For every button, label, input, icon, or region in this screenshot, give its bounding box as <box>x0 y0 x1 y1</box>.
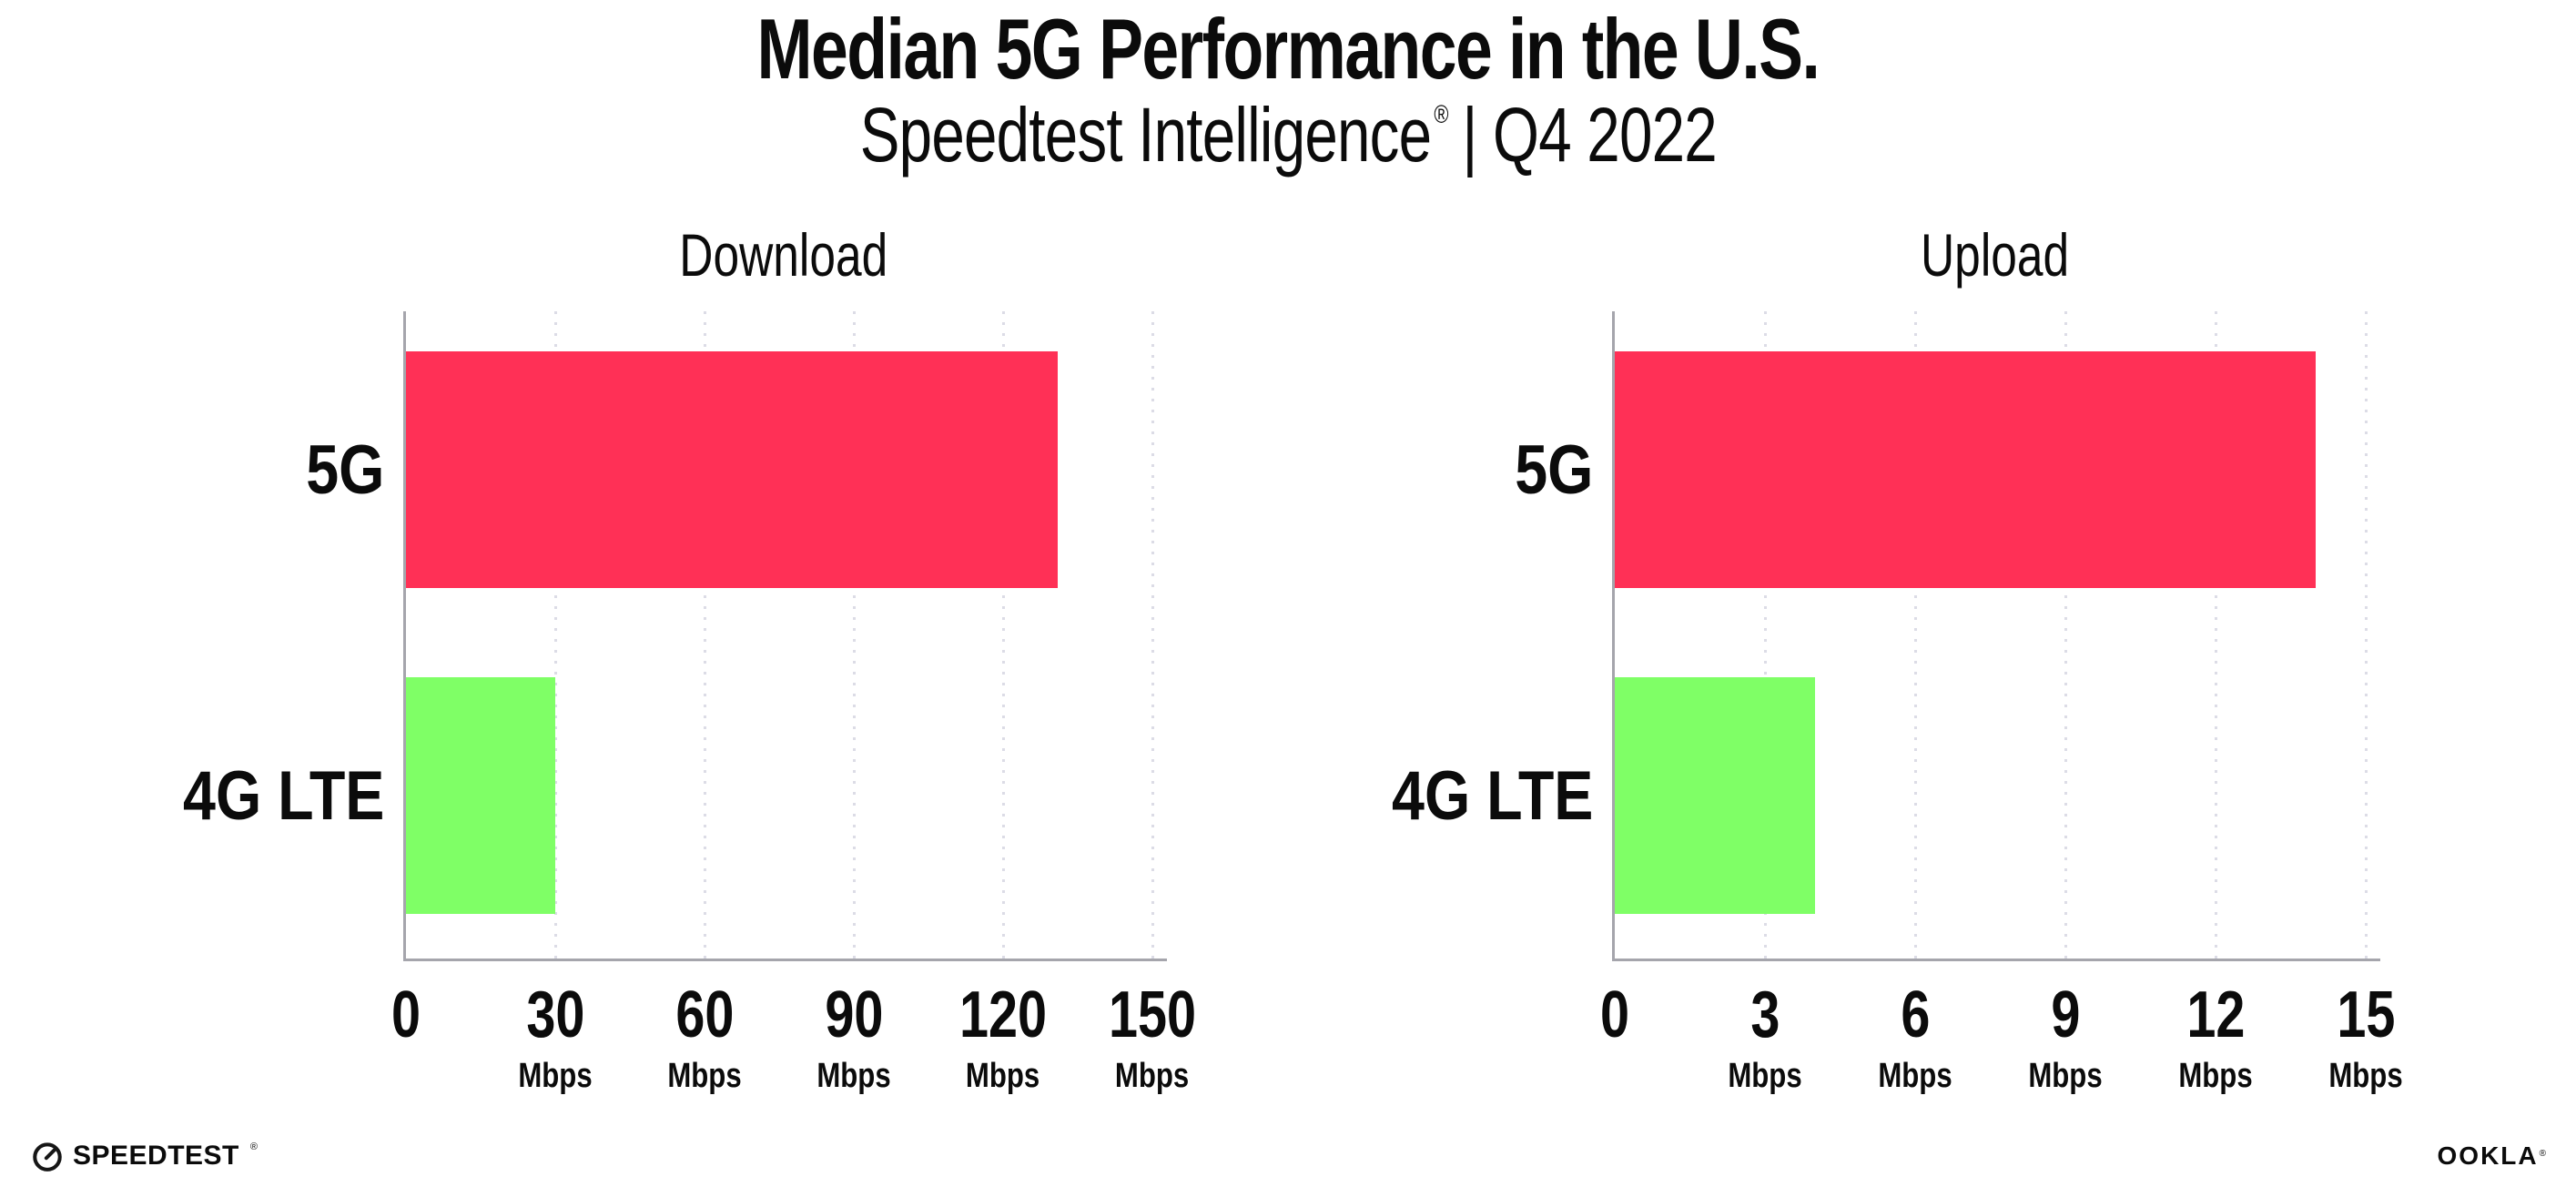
x-tick-value: 60 <box>674 979 735 1051</box>
category-label-5g: 5G <box>305 431 384 509</box>
chart-title-upload: Upload <box>1920 221 2070 289</box>
page-subtitle: Speedtest Intelligence ® | Q4 2022 <box>0 91 2576 179</box>
speedtest-registered-mark: ® <box>249 1141 258 1152</box>
page-title-text: Median 5G Performance in the U.S. <box>756 1 1820 96</box>
subtitle-period: | Q4 2022 <box>1462 92 1717 178</box>
gridline-download-150 <box>1151 311 1154 959</box>
category-label-5g: 5G <box>1514 431 1593 509</box>
ookla-registered-mark: ® <box>2539 1149 2548 1159</box>
gridline-download-60 <box>704 311 706 959</box>
speedtest-gauge-icon <box>33 1142 62 1172</box>
x-tick-value: 9 <box>2050 979 2081 1051</box>
speedtest-logo-text: SPEEDTEST <box>73 1141 239 1171</box>
x-tick-value: 150 <box>1108 979 1197 1051</box>
x-tick-upload-0: 0 <box>1597 982 1633 1048</box>
bar-4g-lte-download <box>406 677 555 914</box>
upload-chart-plot: 5G 4G LTE 0 3 Mbps 6 Mbps 9 Mbps 12 Mbps 15 Mbps <box>1392 311 2403 1093</box>
registered-mark: ® <box>1434 100 1448 128</box>
gridline-upload-3 <box>1764 311 1767 959</box>
x-tick-upload-9: 9 Mbps <box>2020 982 2110 1093</box>
x-tick-unit: Mbps <box>2178 1057 2253 1095</box>
x-tick-value: 90 <box>824 979 884 1051</box>
x-tick-unit: Mbps <box>1878 1057 1952 1095</box>
x-tick-download-0: 0 <box>388 982 424 1048</box>
subtitle-brand: Speedtest Intelligence <box>859 92 1431 178</box>
gridline-upload-9 <box>2064 311 2067 959</box>
x-tick-upload-15: 15 Mbps <box>2320 982 2410 1093</box>
gridline-upload-6 <box>1914 311 1917 959</box>
gridline-download-90 <box>853 311 856 959</box>
x-tick-download-90: 90 Mbps <box>808 982 898 1093</box>
x-tick-unit: Mbps <box>2028 1057 2103 1095</box>
gridline-upload-12 <box>2215 311 2217 959</box>
ookla-logo-text: OOKLA <box>2437 1141 2539 1170</box>
x-tick-value: 120 <box>958 979 1048 1051</box>
x-tick-value: 12 <box>2186 979 2246 1051</box>
bar-5g-upload <box>1615 351 2316 588</box>
download-chart-plot: 5G 4G LTE 0 30 Mbps 60 Mbps 90 Mbps 120 Mbps 150 Mbp… <box>183 311 1196 1093</box>
category-label-4g-lte: 4G LTE <box>182 756 384 835</box>
x-tick-unit: Mbps <box>816 1057 891 1095</box>
x-tick-unit: Mbps <box>518 1057 593 1095</box>
x-tick-download-120: 120 Mbps <box>948 982 1058 1093</box>
x-tick-upload-6: 6 Mbps <box>1870 982 1960 1093</box>
gridline-upload-15 <box>2365 311 2368 959</box>
x-tick-download-60: 60 Mbps <box>659 982 749 1093</box>
gridline-download-30 <box>554 311 557 959</box>
chart-title-download: Download <box>679 221 888 289</box>
x-tick-unit: Mbps <box>667 1057 742 1095</box>
x-tick-unit: Mbps <box>1728 1057 1802 1095</box>
x-tick-upload-12: 12 Mbps <box>2170 982 2260 1093</box>
x-tick-download-150: 150 Mbps <box>1098 982 1207 1093</box>
x-tick-value: 0 <box>390 979 421 1051</box>
x-tick-value: 3 <box>1749 979 1780 1051</box>
bar-5g-download <box>406 351 1059 588</box>
x-tick-upload-3: 3 Mbps <box>1719 982 1810 1093</box>
x-tick-unit: Mbps <box>2328 1057 2403 1095</box>
x-tick-download-30: 30 Mbps <box>510 982 600 1093</box>
speedtest-logo: SPEEDTEST ® <box>31 1138 258 1174</box>
x-tick-value: 15 <box>2336 979 2396 1051</box>
gridline-download-120 <box>1002 311 1005 959</box>
bar-4g-lte-upload <box>1615 677 1815 914</box>
x-tick-value: 6 <box>1900 979 1931 1051</box>
x-tick-unit: Mbps <box>966 1057 1040 1095</box>
x-tick-value: 30 <box>525 979 585 1051</box>
page-title: Median 5G Performance in the U.S. <box>0 2 2576 96</box>
x-tick-value: 0 <box>1599 979 1630 1051</box>
x-tick-unit: Mbps <box>1115 1057 1190 1095</box>
category-label-4g-lte: 4G LTE <box>1391 756 1593 835</box>
ookla-logo: OOKLA® <box>2438 1141 2547 1171</box>
